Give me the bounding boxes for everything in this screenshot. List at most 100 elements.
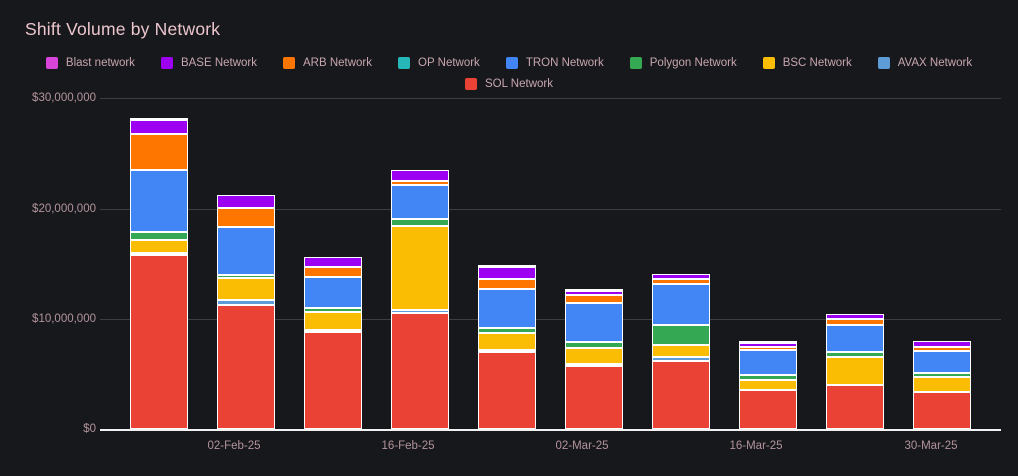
bar-segment-blast[interactable] [565,288,623,291]
bar-segment-blast[interactable] [478,264,536,267]
tron-swatch-icon [505,56,518,69]
legend-item-bsc[interactable]: BSC Network [762,56,852,69]
bar-segment-arb[interactable] [652,278,710,285]
bar-segment-polygon[interactable] [304,307,362,312]
bar-segment-blast[interactable] [130,118,188,121]
bar-segment-polygon[interactable] [739,374,797,380]
bar-segment-base[interactable] [565,290,623,295]
bar-segment-base[interactable] [304,257,362,268]
bar-segment-base[interactable] [826,313,884,320]
bar-segment-bsc[interactable] [391,225,449,311]
bar-segment-bsc[interactable] [826,357,884,385]
bar-segment-sol[interactable] [217,305,275,429]
bar-segment-tron[interactable] [217,226,275,275]
bar-segment-base[interactable] [478,266,536,280]
bar-segment-tron[interactable] [130,170,188,232]
bar-segment-sol[interactable] [913,391,971,429]
bar-segment-polygon[interactable] [130,231,188,241]
bar-segment-polygon[interactable] [565,341,623,348]
bar-segment-arb[interactable] [217,208,275,227]
bar-segment-tron[interactable] [391,185,449,220]
bar-segment-polygon[interactable] [652,324,710,345]
bar-segment-sol[interactable] [304,331,362,429]
bar-segment-arb[interactable] [739,347,797,351]
bar-segment-base[interactable] [652,273,710,279]
bar-segment-bsc[interactable] [652,344,710,358]
bar-segment-avax[interactable] [565,364,623,367]
bar-segment-bsc[interactable] [739,379,797,391]
bar-26-Jan-25 [130,118,188,429]
bar-segment-polygon[interactable] [826,352,884,358]
bar-segment-bsc[interactable] [304,311,362,330]
bar-segment-tron[interactable] [304,277,362,308]
bar-segment-base[interactable] [739,343,797,348]
sol-swatch-icon [465,77,478,90]
bar-segment-polygon[interactable] [913,373,971,378]
gridline [100,319,1001,320]
bar-segment-sol[interactable] [826,384,884,429]
legend-item-polygon[interactable]: Polygon Network [629,56,737,69]
bar-segment-avax[interactable] [304,329,362,332]
bar-segment-arb[interactable] [826,319,884,325]
bar-segment-arb[interactable] [304,267,362,278]
bar-segment-avax[interactable] [130,252,188,255]
bar-segment-polygon[interactable] [391,219,449,226]
bar-segment-sol[interactable] [652,360,710,429]
legend-item-tron[interactable]: TRON Network [505,56,604,69]
bar-segment-tron[interactable] [652,284,710,325]
legend-item-base[interactable]: BASE Network [160,56,257,69]
bar-segment-blast[interactable] [739,340,797,344]
bar-segment-sol[interactable] [739,390,797,429]
legend-row-1: Blast network BASE Network ARB Network OP N… [0,54,1018,72]
x-axis-line [100,429,1001,431]
bar-segment-arb[interactable] [913,346,971,352]
legend-label: OP Network [418,56,480,69]
x-tick-label: 16-Mar-25 [729,440,783,452]
bar-segment-sol[interactable] [478,351,536,429]
bar-segment-avax[interactable] [391,310,449,313]
bar-segment-polygon[interactable] [478,328,536,333]
bar-segment-avax[interactable] [217,299,275,306]
legend-item-arb[interactable]: ARB Network [283,56,372,69]
x-tick-label: 02-Feb-25 [207,440,261,452]
bar-segment-base[interactable] [913,341,971,347]
bar-segment-bsc[interactable] [217,278,275,300]
base-swatch-icon [160,56,173,69]
y-tick-label: $0 [83,423,96,435]
legend-item-op[interactable]: OP Network [398,56,480,69]
bar-segment-bsc[interactable] [478,332,536,350]
bar-segment-bsc[interactable] [565,347,623,365]
bar-segment-base[interactable] [217,195,275,209]
bar-segment-bsc[interactable] [913,377,971,392]
legend-label: BASE Network [180,56,257,69]
bar-segment-arb[interactable] [565,294,623,303]
bar-segment-base[interactable] [130,120,188,134]
bar-segment-arb[interactable] [130,133,188,171]
bar-segment-arb[interactable] [478,279,536,289]
x-tick-label: 02-Mar-25 [555,440,609,452]
legend-item-blast[interactable]: Blast network [45,56,135,69]
chart-title: Shift Volume by Network [25,19,221,39]
bar-segment-avax[interactable] [478,349,536,352]
y-tick-label: $30,000,000 [32,92,96,104]
gridline [100,98,1001,99]
bar-segment-tron[interactable] [739,350,797,375]
bar-segment-sol[interactable] [391,312,449,429]
bar-segment-polygon[interactable] [217,274,275,279]
bar-segment-sol[interactable] [130,254,188,429]
bar-segment-avax[interactable] [652,357,710,361]
bar-segment-tron[interactable] [826,324,884,353]
bar-02-Mar-25 [565,288,623,429]
legend-item-avax[interactable]: AVAX Network [877,56,972,69]
bar-segment-tron[interactable] [565,302,623,342]
bar-segment-sol[interactable] [565,366,623,429]
bar-segment-bsc[interactable] [130,240,188,253]
bar-segment-tron[interactable] [913,351,971,374]
bar-segment-arb[interactable] [391,181,449,186]
legend-item-sol[interactable]: SOL Network [465,77,553,90]
arb-swatch-icon [283,56,295,69]
bar-23-Feb-25 [478,264,536,429]
legend-label: SOL Network [485,77,553,90]
bar-segment-tron[interactable] [478,288,536,329]
bar-segment-base[interactable] [391,170,449,182]
